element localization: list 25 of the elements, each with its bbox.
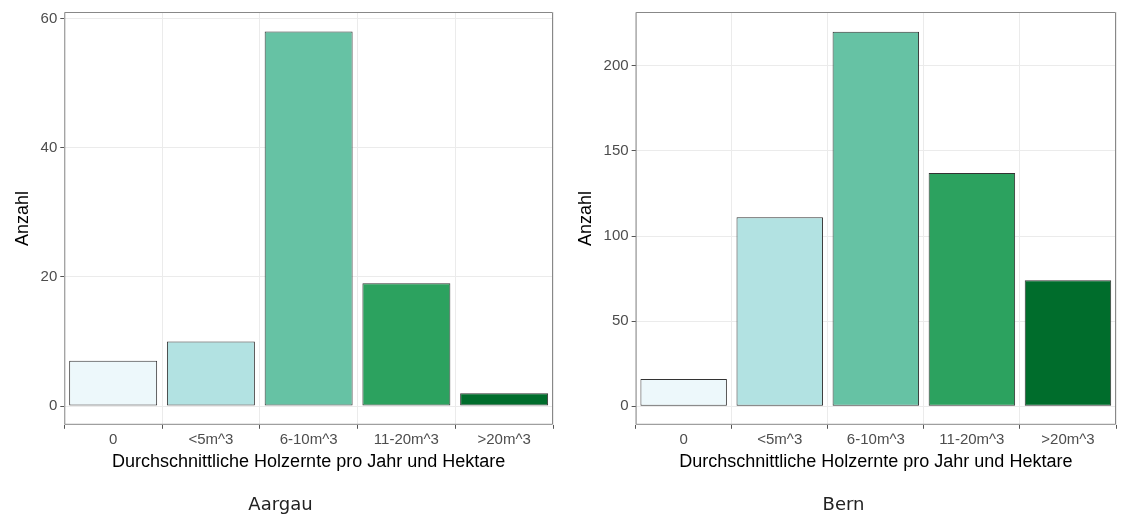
y-tick-label: 20 xyxy=(40,267,58,284)
x-tick-label: 6-10m^3 xyxy=(279,429,338,447)
text: Aargau xyxy=(248,492,313,514)
x-axis-title: Durchschnittliche Holzernte pro Jahr und Hektare xyxy=(679,450,1073,471)
x-tick-label: >20m^3 xyxy=(1041,429,1095,447)
y-tick-label: 100 xyxy=(603,226,629,244)
text: Bern xyxy=(822,492,865,514)
x-tick-label: 6-10m^3 xyxy=(846,429,905,447)
y-axis-title: Anzahl xyxy=(11,190,32,246)
x-tick-label: >20m^3 xyxy=(477,429,531,447)
x-tick-label: 11-20m^3 xyxy=(373,429,439,447)
x-tick-label: 0 xyxy=(108,429,118,447)
y-tick-label: 150 xyxy=(603,141,629,159)
x-axis-title: Durchschnittliche Holzernte pro Jahr und Hektare xyxy=(112,450,506,471)
y-tick-label: 0 xyxy=(620,396,629,414)
y-axis-title: Anzahl xyxy=(574,190,595,246)
y-tick-label: 60 xyxy=(40,8,58,26)
y-tick-label: 0 xyxy=(48,396,58,414)
y-tick-label: 200 xyxy=(603,55,629,73)
x-tick-label: 0 xyxy=(679,429,688,447)
y-tick-label: 40 xyxy=(40,137,58,155)
x-tick-label: 11-20m^3 xyxy=(939,429,1005,447)
x-tick-label: <5m^3 xyxy=(757,429,803,447)
y-tick-label: 50 xyxy=(611,311,629,329)
x-tick-label: <5m^3 xyxy=(188,429,234,447)
